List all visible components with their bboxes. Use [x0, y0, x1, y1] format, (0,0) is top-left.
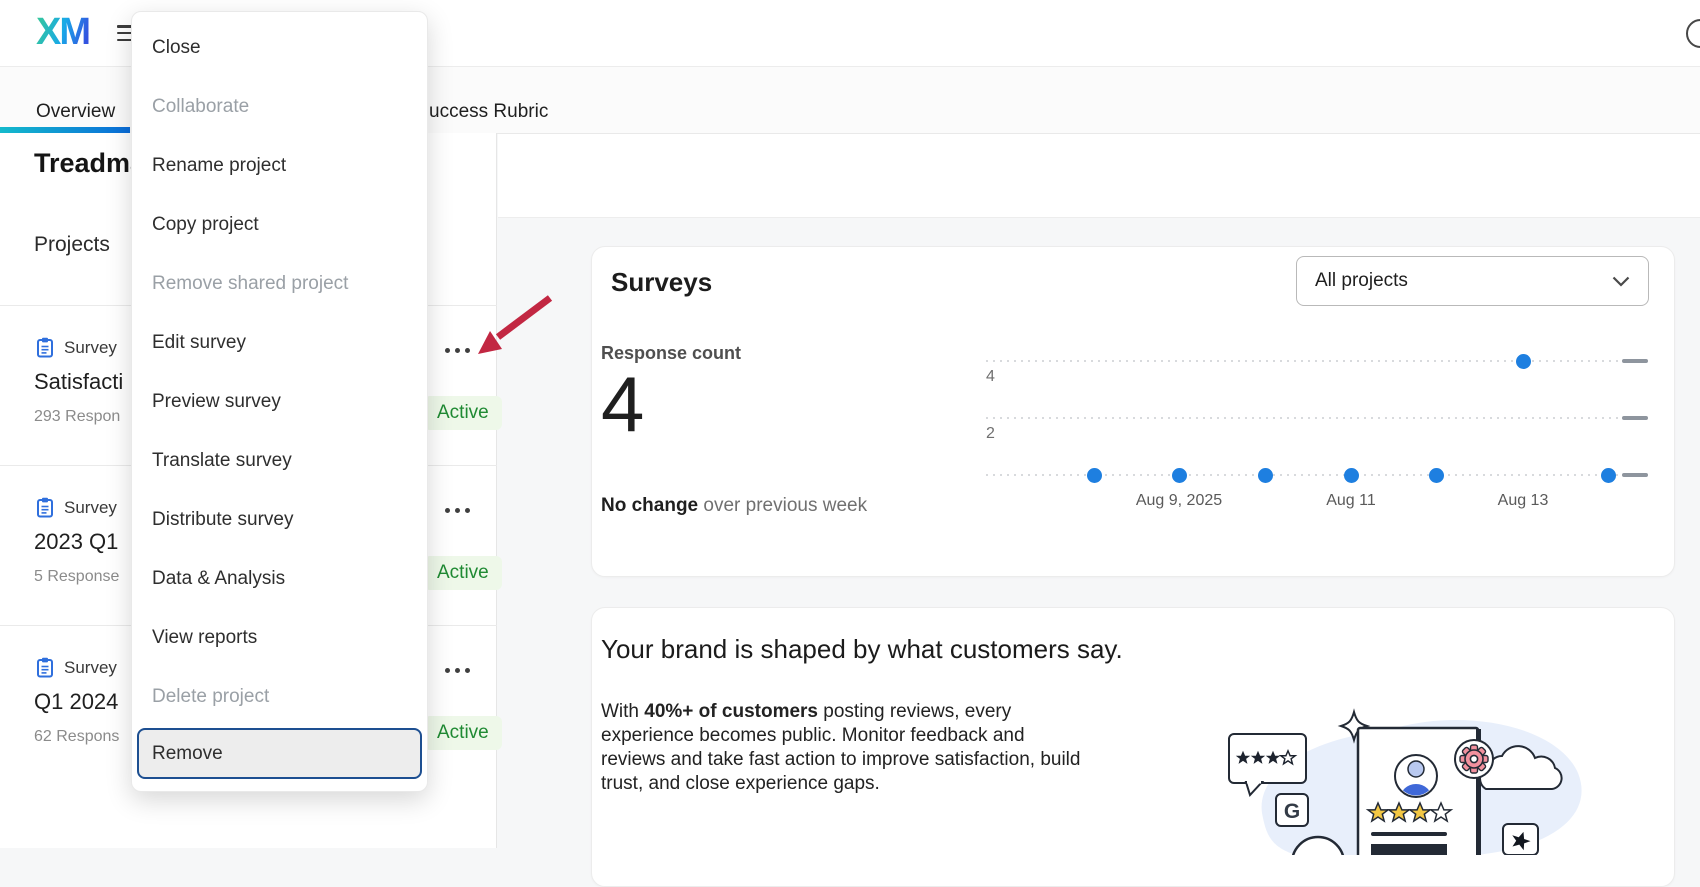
project-type: Survey	[36, 497, 117, 518]
surveys-card: Surveys All projects Response count 4 No…	[591, 246, 1675, 577]
menu-item-distribute-survey[interactable]: Distribute survey	[152, 508, 294, 530]
main-header-strip	[498, 133, 1700, 218]
chart-x-tick: Aug 9, 2025	[1135, 492, 1223, 509]
google-icon: G	[1275, 793, 1309, 827]
project-filter-dropdown[interactable]: All projects	[1296, 256, 1649, 306]
response-chart: 4 2 Aug 9, 2025 Aug 11 Aug 13	[986, 352, 1656, 522]
project-options-button[interactable]	[445, 348, 470, 353]
review-card-icon	[1356, 726, 1481, 860]
sparkle-icon	[1337, 708, 1371, 744]
chart-gridline	[986, 360, 1622, 362]
brand-card: Your brand is shaped by what customers s…	[591, 607, 1675, 887]
chart-x-tick: Aug 11	[1326, 492, 1376, 509]
menu-item-preview-survey[interactable]: Preview survey	[152, 390, 281, 412]
project-options-button[interactable]	[445, 668, 470, 673]
chart-data-point	[1086, 467, 1102, 483]
brand-card-body: With 40%+ of customers posting reviews, …	[601, 700, 1141, 796]
chart-data-point	[1428, 467, 1444, 483]
project-list: Survey Satisfacti 293 Respon Active Surv…	[0, 305, 502, 785]
survey-clipboard-icon	[37, 497, 53, 518]
project-response-count: 293 Respon	[34, 408, 121, 425]
project-type-label: Survey	[64, 497, 117, 517]
context-menu: Close Collaborate Rename project Copy proje…	[131, 11, 428, 792]
chart-gridline	[986, 474, 1622, 476]
project-title: Satisfacti	[34, 369, 124, 394]
status-badge: Active	[424, 556, 502, 590]
project-options-button[interactable]	[445, 508, 470, 513]
project-response-count: 5 Response	[34, 568, 120, 585]
projects-section-label: Projects	[34, 233, 110, 256]
menu-item-edit-survey[interactable]: Edit survey	[152, 331, 246, 353]
chart-data-point	[1257, 467, 1273, 483]
project-type-label: Survey	[64, 337, 117, 357]
gear-icon	[1454, 739, 1494, 779]
menu-item-copy-project[interactable]: Copy project	[152, 213, 259, 235]
menu-item-delete-project: Delete project	[152, 685, 270, 707]
project-response-count: 62 Respons	[34, 728, 120, 745]
project-type: Survey	[36, 337, 117, 358]
project-row[interactable]: Survey Q1 2024 62 Respons Active	[0, 625, 502, 785]
project-filter-value: All projects	[1315, 270, 1408, 291]
tab-success-rubric[interactable]: uccess Rubric	[429, 101, 549, 122]
menu-item-data-analysis[interactable]: Data & Analysis	[152, 567, 286, 589]
rating-bubble-icon	[1228, 733, 1307, 797]
change-summary: No change over previous week	[601, 495, 868, 516]
chart-y-tick: 4	[986, 368, 995, 385]
brand-card-body-line: experience becomes public. Monitor feedb…	[601, 725, 1025, 746]
surveys-card-title: Surveys	[611, 267, 713, 297]
menu-item-view-reports[interactable]: View reports	[152, 626, 258, 648]
active-tab-underline	[0, 127, 130, 133]
menu-item-rename-project[interactable]: Rename project	[152, 154, 287, 176]
menu-item-remove-shared-project: Remove shared project	[152, 272, 349, 294]
response-count-label: Response count	[601, 343, 742, 363]
chart-data-point	[1343, 467, 1359, 483]
menu-item-translate-survey[interactable]: Translate survey	[152, 449, 292, 471]
chart-x-tick: Aug 13	[1497, 492, 1549, 509]
menu-item-remove[interactable]: Remove	[137, 728, 422, 779]
menu-item-collaborate: Collaborate	[152, 95, 250, 117]
page-title: Treadma	[34, 148, 146, 178]
chart-gridline-end	[1622, 359, 1648, 363]
yelp-icon	[1502, 823, 1539, 856]
chart-y-tick: 2	[986, 425, 995, 442]
menu-item-close[interactable]: Close	[152, 36, 201, 58]
brand-card-body-line: reviews and take fast action to improve …	[601, 749, 1081, 770]
hamburger-menu-icon[interactable]	[117, 25, 135, 42]
chart-gridline-end	[1622, 473, 1648, 477]
brand-card-body-line: trust, and close experience gaps.	[601, 773, 880, 794]
project-type-label: Survey	[64, 657, 117, 677]
brand-card-title: Your brand is shaped by what customers s…	[601, 634, 1123, 664]
tab-overview[interactable]: Overview	[36, 101, 116, 122]
reviews-illustration: G	[1226, 695, 1591, 886]
project-type: Survey	[36, 657, 117, 678]
brand-card-body-lines: experience becomes public. Monitor feedb…	[601, 724, 1141, 796]
svg-text:G: G	[1284, 800, 1300, 823]
search-icon[interactable]	[1686, 19, 1700, 48]
survey-clipboard-icon	[37, 337, 53, 358]
chevron-down-icon	[1612, 276, 1630, 287]
xm-logo: XM	[36, 11, 91, 53]
status-badge: Active	[424, 396, 502, 430]
status-badge: Active	[424, 716, 502, 750]
chart-data-point	[1515, 353, 1531, 369]
chart-gridline-end	[1622, 416, 1648, 420]
chart-data-point	[1600, 467, 1616, 483]
project-title: 2023 Q1	[34, 529, 119, 554]
response-count-value: 4	[601, 360, 645, 448]
project-title: Q1 2024	[34, 689, 119, 714]
survey-clipboard-icon	[37, 657, 53, 678]
chart-data-point	[1171, 467, 1187, 483]
chart-gridline	[986, 417, 1622, 419]
